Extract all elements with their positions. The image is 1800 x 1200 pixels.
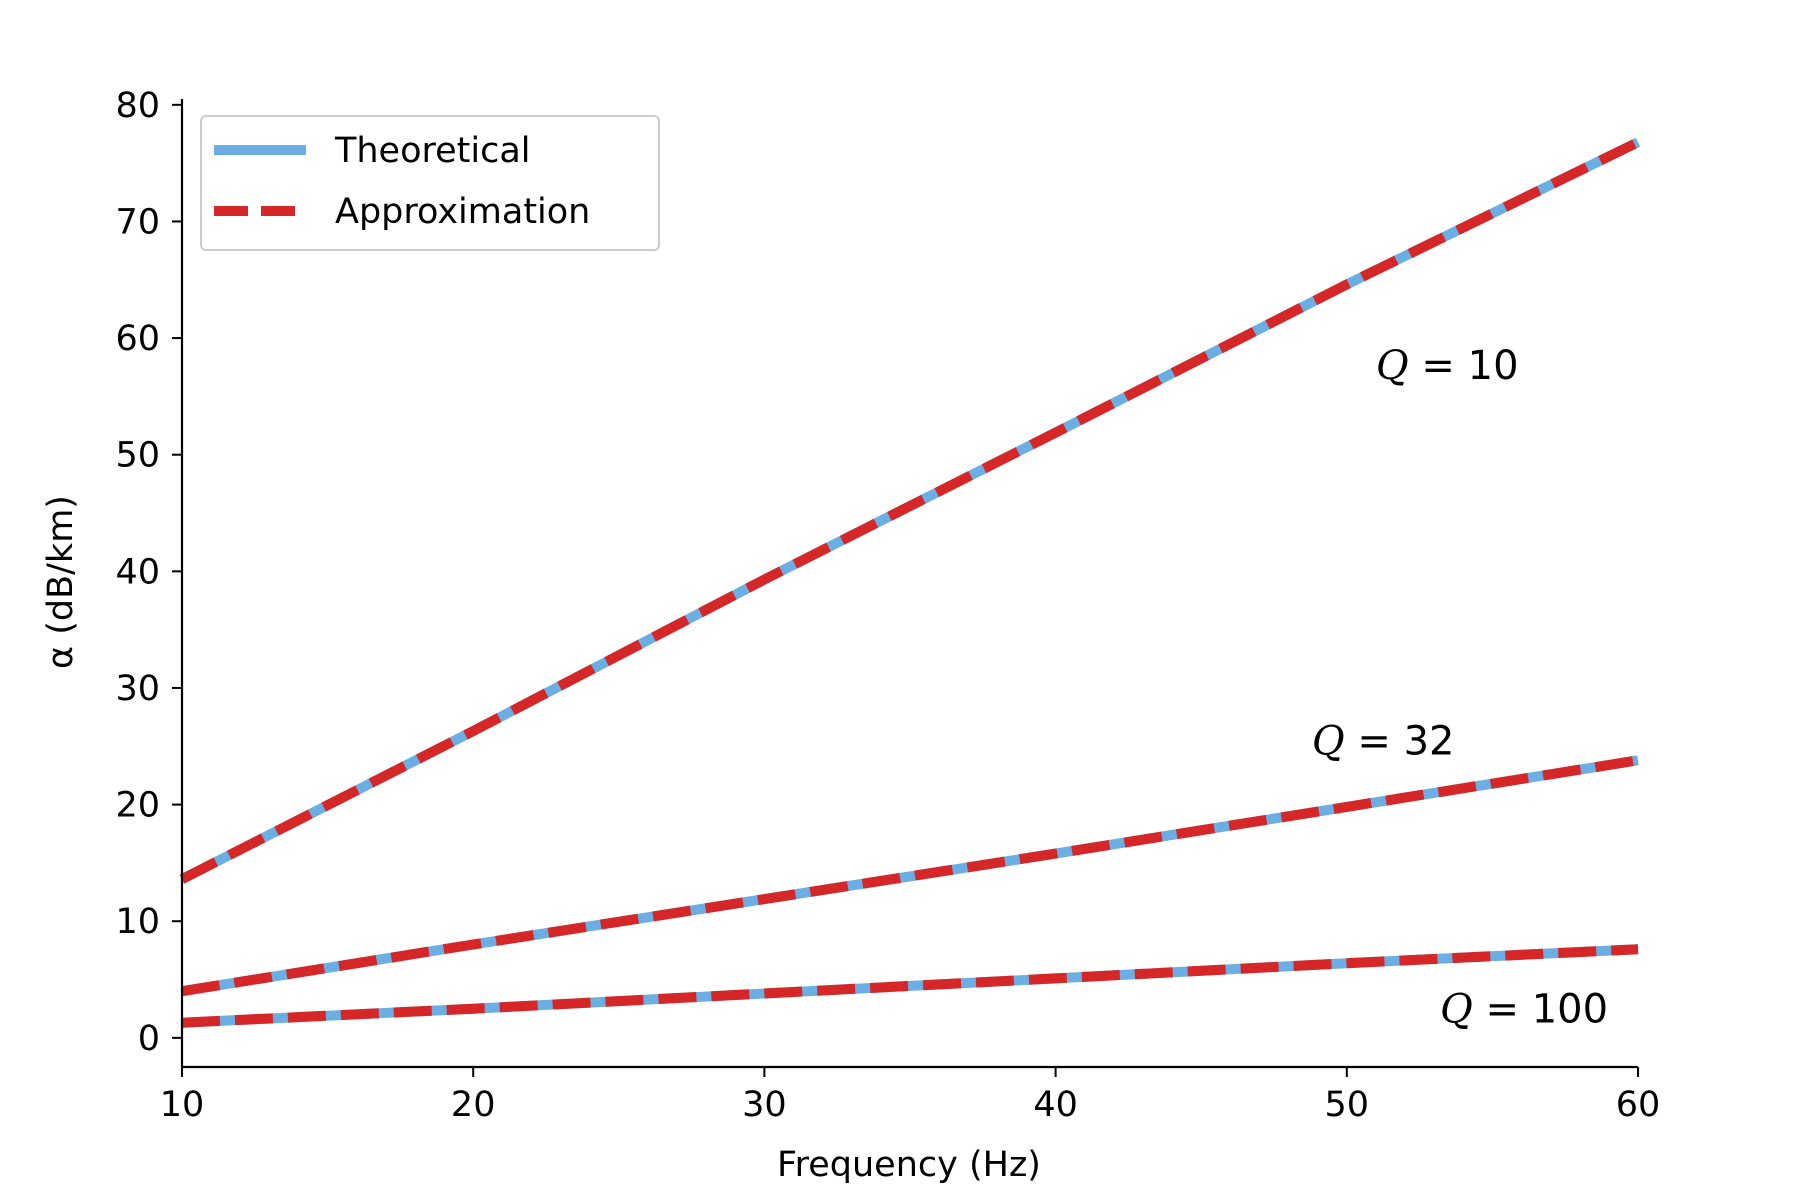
- x-axis-label: Frequency (Hz): [777, 1145, 1041, 1185]
- series-approximation-q32: [181, 755, 1639, 997]
- annotation-q-value: = 10: [1409, 343, 1519, 389]
- y-tick-label: 0: [138, 1019, 160, 1059]
- x-tick-label: 50: [1325, 1085, 1370, 1125]
- x-tick-label: 10: [160, 1085, 205, 1125]
- annotation-q: Q = 10: [1376, 343, 1519, 389]
- legend-label-approximation: Approximation: [335, 192, 590, 232]
- annotation-q-value: = 32: [1345, 718, 1455, 764]
- y-tick-label: 20: [115, 786, 160, 826]
- annotation-q-symbol: Q: [1376, 343, 1409, 389]
- y-tick-label: 60: [115, 319, 160, 359]
- plot-area: [179, 137, 1641, 1028]
- y-tick-label: 50: [115, 436, 160, 476]
- annotation-q-symbol: Q: [1440, 987, 1473, 1033]
- y-tick-label: 30: [115, 669, 160, 709]
- y-tick-label: 40: [115, 552, 160, 592]
- legend: Theoretical Approximation: [200, 115, 660, 251]
- y-tick-label: 70: [115, 202, 160, 242]
- x-tick-label: 60: [1616, 1085, 1661, 1125]
- annotation-q-symbol: Q: [1312, 718, 1345, 764]
- y-axis-label: α (dB/km): [41, 495, 81, 669]
- annotation-q-value: = 100: [1473, 987, 1608, 1033]
- x-tick-label: 30: [742, 1085, 787, 1125]
- y-tick-label: 80: [115, 86, 160, 126]
- annotation-q: Q = 32: [1312, 718, 1455, 764]
- x-tick-label: 20: [451, 1085, 496, 1125]
- annotations: Q = 10Q = 32Q = 100: [1312, 343, 1608, 1033]
- legend-frame: [200, 115, 660, 251]
- x-tick-label: 40: [1033, 1085, 1078, 1125]
- series-approximation-q10: [179, 137, 1641, 884]
- y-tick-label: 10: [115, 902, 160, 942]
- legend-label-theoretical: Theoretical: [334, 131, 531, 171]
- annotation-q: Q = 100: [1440, 987, 1608, 1033]
- series-approximation-q100: [181, 944, 1639, 1028]
